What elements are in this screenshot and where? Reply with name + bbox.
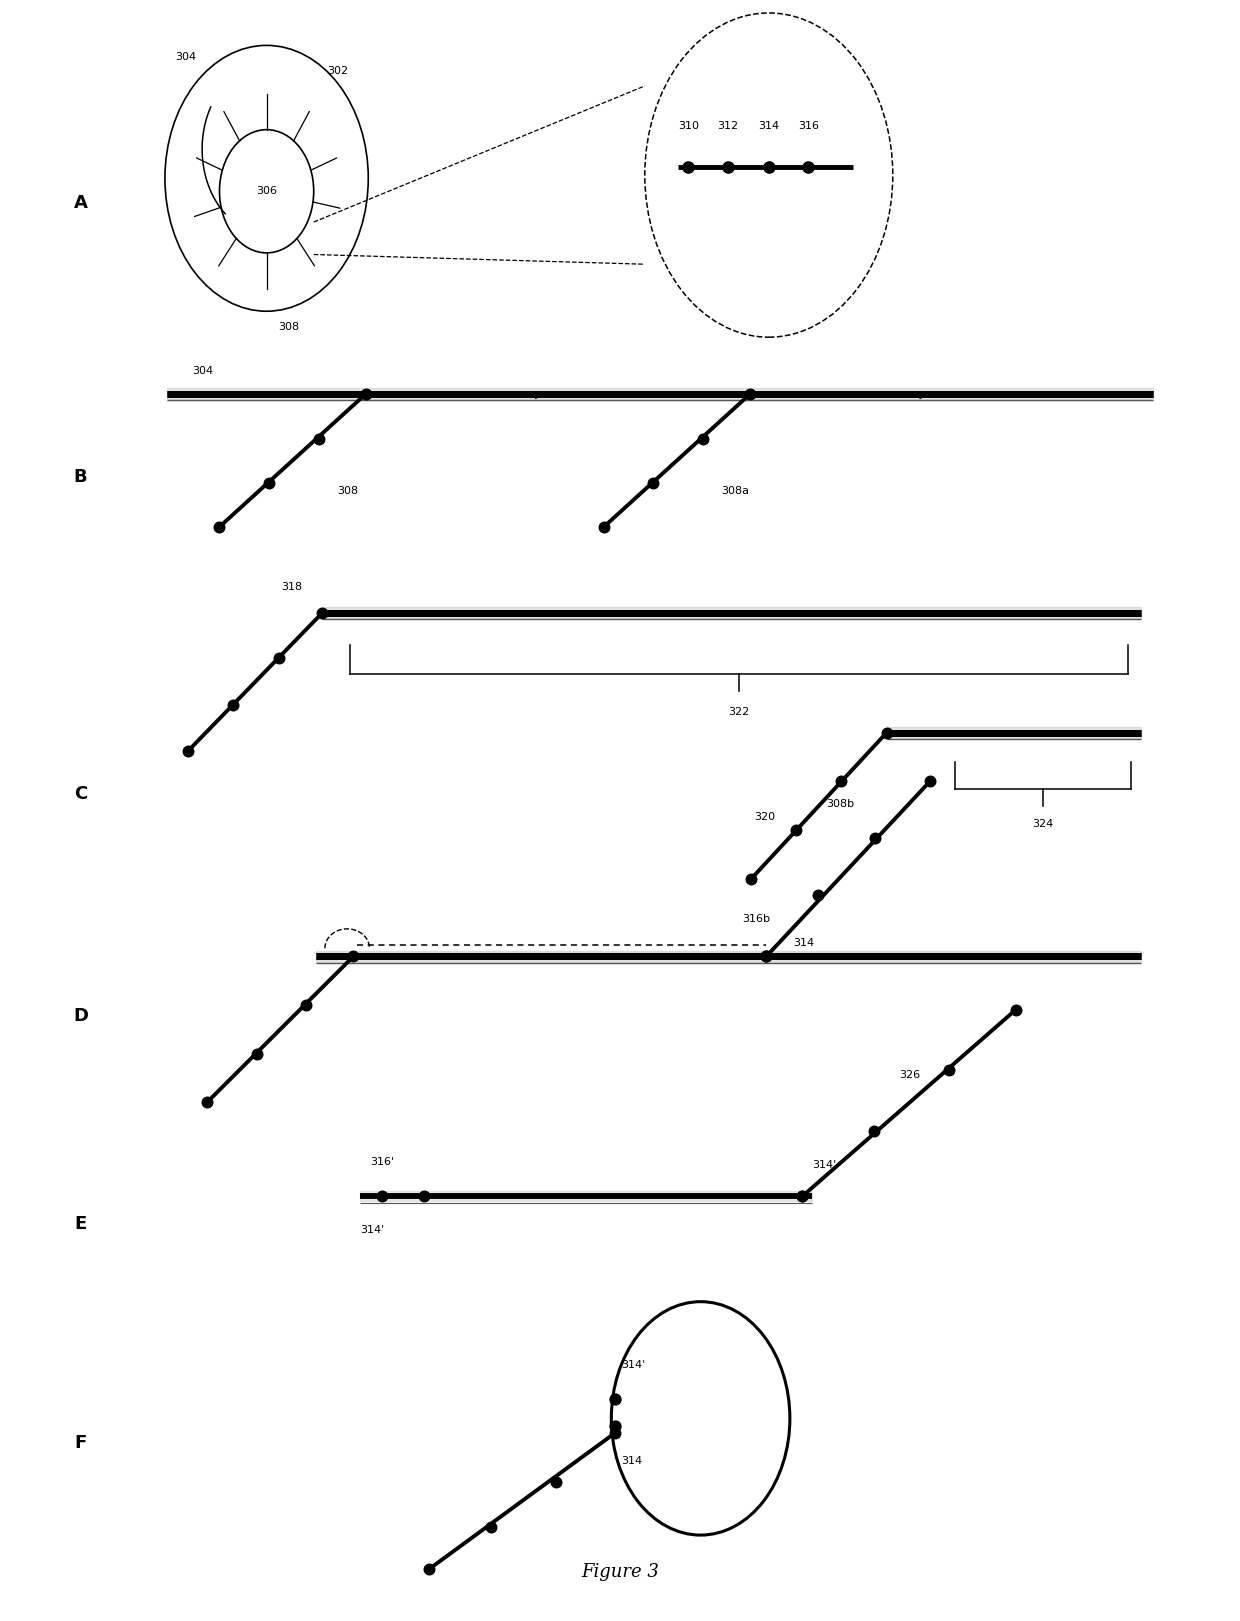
Point xyxy=(1006,997,1025,1023)
Text: F: F xyxy=(74,1433,87,1452)
Point xyxy=(296,992,316,1018)
Point xyxy=(877,720,897,746)
Point xyxy=(740,381,760,407)
Point xyxy=(742,866,761,892)
Point xyxy=(920,768,940,794)
Text: 304: 304 xyxy=(192,366,213,376)
Point xyxy=(792,1183,812,1209)
Text: 316b: 316b xyxy=(743,914,770,924)
Text: 308b: 308b xyxy=(827,799,854,809)
Point xyxy=(605,1414,625,1439)
Text: 322: 322 xyxy=(728,707,750,716)
Text: Figure 3: Figure 3 xyxy=(582,1563,658,1582)
Point xyxy=(481,1514,501,1540)
Point xyxy=(759,154,779,180)
Text: 316: 316 xyxy=(799,122,818,131)
Text: 314': 314' xyxy=(360,1225,384,1235)
Point xyxy=(372,1183,392,1209)
Point xyxy=(693,426,713,452)
Point xyxy=(179,738,198,763)
Point xyxy=(756,943,776,969)
Text: 326: 326 xyxy=(899,1070,920,1080)
Point xyxy=(799,154,818,180)
Text: 308: 308 xyxy=(337,486,358,496)
Text: 306: 306 xyxy=(257,186,277,196)
Point xyxy=(792,1183,812,1209)
Point xyxy=(546,1469,565,1495)
Point xyxy=(197,1089,217,1115)
Point xyxy=(756,943,776,969)
Text: 308a: 308a xyxy=(722,486,750,496)
Text: 312: 312 xyxy=(717,122,739,131)
Text: 314': 314' xyxy=(621,1360,646,1370)
Text: 314: 314 xyxy=(621,1456,642,1465)
Point xyxy=(864,1118,884,1144)
Text: 304: 304 xyxy=(175,52,197,62)
Point xyxy=(269,645,289,671)
Point xyxy=(678,154,698,180)
Text: C: C xyxy=(74,785,87,804)
Text: B: B xyxy=(74,467,87,486)
Point xyxy=(866,825,885,851)
Point xyxy=(356,381,376,407)
Point xyxy=(210,514,229,540)
Text: 308: 308 xyxy=(278,323,300,332)
Text: 314: 314 xyxy=(794,939,815,948)
Text: A: A xyxy=(73,193,88,212)
Text: 314': 314' xyxy=(812,1161,837,1170)
Point xyxy=(309,426,329,452)
Text: 320: 320 xyxy=(754,812,776,822)
Text: 302: 302 xyxy=(326,66,348,76)
Text: 316': 316' xyxy=(370,1157,394,1167)
Point xyxy=(808,882,828,908)
Point xyxy=(644,470,663,496)
Text: 314: 314 xyxy=(758,122,780,131)
Text: 324: 324 xyxy=(1032,819,1054,828)
Point xyxy=(786,817,806,843)
Point xyxy=(223,692,243,718)
Point xyxy=(259,470,279,496)
Point xyxy=(312,600,332,626)
Text: D: D xyxy=(73,1007,88,1026)
Point xyxy=(605,1386,625,1412)
Point xyxy=(247,1041,267,1067)
Text: 310: 310 xyxy=(678,122,698,131)
Text: 318: 318 xyxy=(280,582,303,592)
Point xyxy=(343,943,363,969)
Text: E: E xyxy=(74,1214,87,1234)
Point xyxy=(718,154,738,180)
Point xyxy=(414,1183,434,1209)
Point xyxy=(419,1556,439,1582)
Point xyxy=(939,1057,959,1083)
Point xyxy=(831,768,851,794)
Point xyxy=(594,514,614,540)
Point xyxy=(605,1420,625,1446)
